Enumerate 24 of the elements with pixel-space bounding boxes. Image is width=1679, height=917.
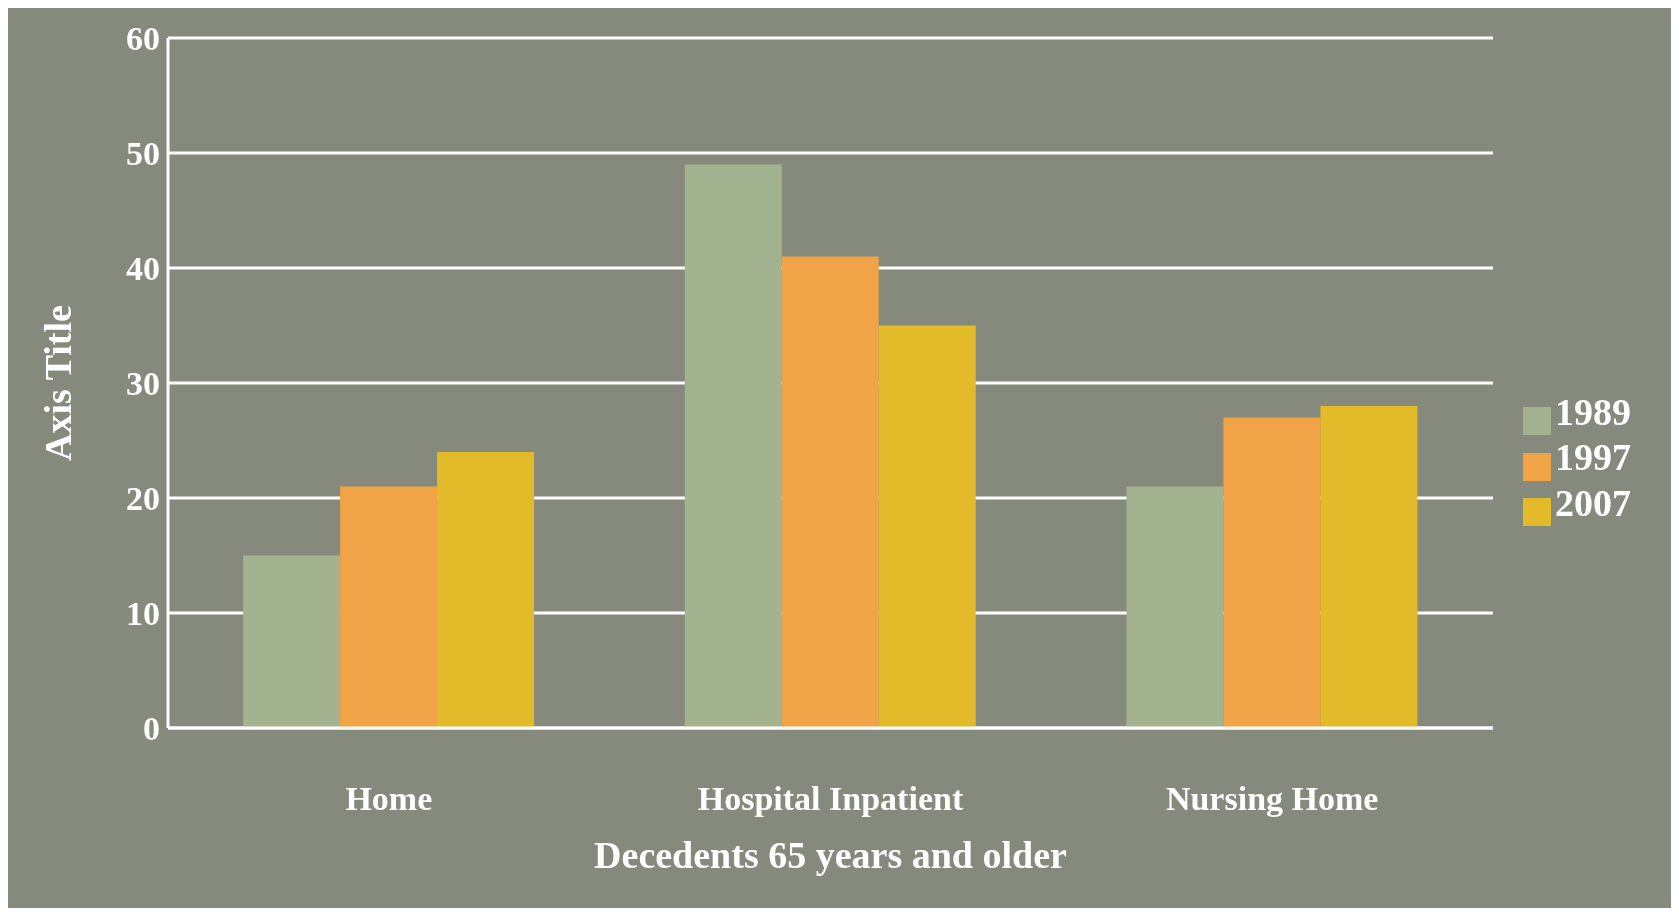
bar <box>684 164 782 728</box>
y-tick-label: 40 <box>126 250 160 288</box>
bar <box>1126 486 1224 728</box>
x-tick-label: Nursing Home <box>1165 780 1379 818</box>
x-axis-title: Decedents 65 years and older <box>594 834 1068 876</box>
legend-label: 2007 <box>1555 481 1631 524</box>
bar <box>781 256 879 728</box>
y-tick-label: 0 <box>143 710 160 748</box>
bar <box>1223 417 1321 728</box>
y-axis-title: Axis Title <box>37 305 80 461</box>
legend-label: 1997 <box>1555 436 1631 479</box>
legend-label: 1989 <box>1555 391 1631 433</box>
bar <box>340 486 438 728</box>
x-tick-label: Hospital Inpatient <box>697 780 964 818</box>
y-tick-label: 10 <box>126 595 160 633</box>
bar <box>243 555 341 728</box>
bar <box>437 452 535 728</box>
y-tick-label: 30 <box>126 365 160 403</box>
y-tick-label: 20 <box>126 480 160 518</box>
y-tick-label: 50 <box>126 135 160 173</box>
bar <box>1320 406 1418 728</box>
y-tick-label: 60 <box>126 20 160 58</box>
bar <box>878 325 976 728</box>
x-tick-label: Home <box>345 780 433 818</box>
